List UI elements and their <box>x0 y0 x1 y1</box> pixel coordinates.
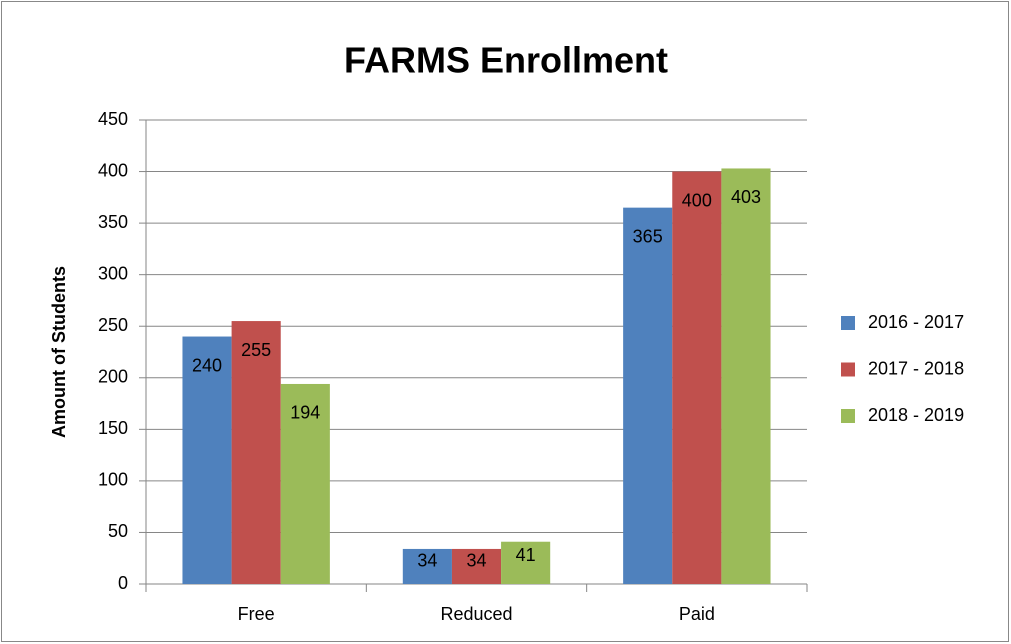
bar <box>182 336 232 584</box>
x-tick-label: Free <box>238 604 275 624</box>
legend-swatch <box>841 316 855 330</box>
bar <box>280 383 330 584</box>
data-label: 34 <box>417 550 437 570</box>
y-tick-label: 0 <box>118 573 128 593</box>
y-tick-label: 100 <box>98 470 128 490</box>
bar <box>623 207 673 584</box>
y-tick-label: 350 <box>98 212 128 232</box>
data-label: 194 <box>290 403 320 423</box>
bar <box>231 321 281 584</box>
bar <box>672 171 722 585</box>
y-tick-label: 50 <box>108 521 128 541</box>
data-label: 41 <box>516 545 536 565</box>
bar <box>402 548 452 584</box>
legend-label: 2018 - 2019 <box>868 405 964 425</box>
data-label: 240 <box>192 355 222 375</box>
data-label: 34 <box>466 550 486 570</box>
y-tick-label: 200 <box>98 367 128 387</box>
y-tick-label: 300 <box>98 263 128 283</box>
bar <box>501 541 551 584</box>
data-label: 255 <box>241 340 271 360</box>
y-tick-label: 150 <box>98 418 128 438</box>
y-tick-label: 400 <box>98 160 128 180</box>
bar <box>721 168 771 584</box>
y-axis-title: Amount of Students <box>49 266 69 438</box>
data-label: 400 <box>682 190 712 210</box>
x-tick-label: Reduced <box>440 604 512 624</box>
y-tick-label: 450 <box>98 109 128 129</box>
legend-swatch <box>841 409 855 423</box>
legend-label: 2016 - 2017 <box>868 312 964 332</box>
legend-swatch <box>841 362 855 377</box>
y-tick-label: 250 <box>98 315 128 335</box>
x-tick-label: Paid <box>679 604 715 624</box>
chart-title: FARMS Enrollment <box>344 40 668 81</box>
bar <box>451 548 502 584</box>
data-label: 403 <box>731 187 761 207</box>
data-label: 365 <box>633 226 663 246</box>
legend-label: 2017 - 2018 <box>868 358 964 378</box>
